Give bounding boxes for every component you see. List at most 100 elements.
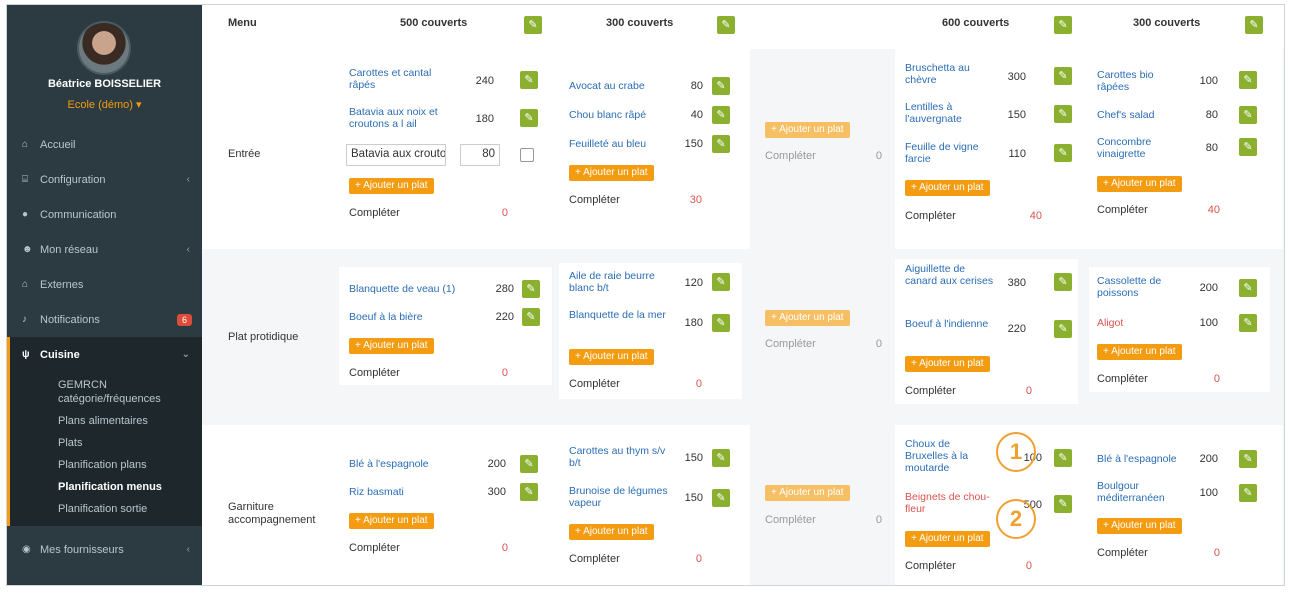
add-dish-button[interactable]: + Ajouter un plat: [349, 338, 434, 354]
edit-dish-button[interactable]: ✎: [522, 280, 540, 298]
edit-dish-button[interactable]: ✎: [712, 77, 730, 95]
dish-name-input[interactable]: Batavia aux croutons: [346, 144, 446, 166]
edit-dish-button[interactable]: ✎: [712, 314, 730, 332]
sub-item-planification-plans[interactable]: Planification plans: [58, 459, 147, 471]
edit-dish-button[interactable]: ✎: [1054, 105, 1072, 123]
edit-dish-button[interactable]: ✎: [1054, 67, 1072, 85]
dish-link[interactable]: Blanquette de la mer: [569, 309, 666, 321]
edit-dish-button[interactable]: ✎: [1239, 138, 1257, 156]
dish-qty: 300: [487, 486, 506, 498]
dish-link[interactable]: Cassolette de poissons: [1097, 275, 1162, 299]
dish-link[interactable]: Carottes et cantal râpés: [349, 67, 432, 91]
edit-dish-button[interactable]: ✎: [1239, 484, 1257, 502]
avatar[interactable]: [77, 21, 131, 75]
dish-link[interactable]: Feuilleté au bleu: [569, 138, 647, 150]
add-dish-button[interactable]: + Ajouter un plat: [905, 180, 990, 196]
sidebar-item-fournisseurs[interactable]: ◉ Mes fournisseurs ‹: [22, 543, 190, 556]
edit-dish-button[interactable]: ✎: [520, 71, 538, 89]
edit-couverts-4-button[interactable]: ✎: [1054, 16, 1072, 34]
dish-link[interactable]: Batavia aux noix et croutons a l ail: [349, 106, 438, 130]
sidebar-item-reseau[interactable]: ☻ Mon réseau ‹: [22, 243, 190, 256]
dish-link[interactable]: Avocat au crabe: [569, 80, 645, 92]
sub-item-planification-menus[interactable]: Planification menus: [58, 481, 162, 493]
edit-couverts-1-button[interactable]: ✎: [524, 16, 542, 34]
add-dish-button[interactable]: + Ajouter un plat: [349, 513, 434, 529]
dish-link[interactable]: Blé à l'espagnole: [1097, 453, 1177, 465]
sidebar: Béatrice BOISSELIER Ecole (démo) ▾ ⌂ Accu…: [7, 5, 202, 585]
edit-dish-button[interactable]: ✎: [712, 489, 730, 507]
dish-link[interactable]: Riz basmati: [349, 486, 404, 498]
dish-link[interactable]: Lentilles à l'auvergnate: [905, 101, 962, 125]
add-dish-button[interactable]: + Ajouter un plat: [1097, 344, 1182, 360]
edit-dish-button[interactable]: ✎: [1239, 106, 1257, 124]
edit-dish-button[interactable]: ✎: [1054, 144, 1072, 162]
dish-link[interactable]: Aiguillette de canard aux cerises: [905, 263, 994, 287]
add-dish-button[interactable]: + Ajouter un plat: [1097, 176, 1182, 192]
edit-dish-button[interactable]: ✎: [520, 109, 538, 127]
dish-link[interactable]: Choux de Bruxelles à la moutarde: [905, 438, 969, 474]
add-dish-button[interactable]: + Ajouter un plat: [569, 349, 654, 365]
dish-link[interactable]: Carottes au thym s/v b/t: [569, 445, 666, 469]
add-dish-button[interactable]: + Ajouter un plat: [905, 356, 990, 372]
header-row: [202, 5, 1284, 49]
sidebar-item-configuration[interactable]: ⌸ Configuration ‹: [22, 173, 190, 186]
home-icon: ⌂: [22, 139, 29, 150]
dish-link[interactable]: Boeuf à l'indienne: [905, 318, 989, 330]
edit-dish-button[interactable]: ✎: [712, 273, 730, 291]
sidebar-item-notifications[interactable]: ♪ Notifications 6: [7, 302, 202, 337]
dish-link[interactable]: Concombre vinaigrette: [1097, 136, 1152, 160]
add-dish-button[interactable]: + Ajouter un plat: [569, 165, 654, 181]
complete-value: 0: [695, 378, 702, 390]
dish-link[interactable]: Chou blanc râpé: [569, 109, 647, 121]
dish-link[interactable]: Boeuf à la bière: [349, 311, 423, 323]
edit-dish-button[interactable]: ✎: [1054, 273, 1072, 291]
sub-item-gemrcn[interactable]: GEMRCN catégorie/fréquences: [58, 379, 161, 405]
edit-dish-button[interactable]: ✎: [1054, 320, 1072, 338]
edit-dish-button[interactable]: ✎: [522, 308, 540, 326]
add-dish-button[interactable]: + Ajouter un plat: [349, 178, 434, 194]
dish-link[interactable]: Chef's salad: [1097, 109, 1155, 121]
dish-qty: 200: [487, 458, 506, 470]
dish-qty-input[interactable]: 80: [460, 144, 500, 166]
dish-link[interactable]: Carottes bio râpées: [1097, 69, 1154, 93]
sub-item-plats[interactable]: Plats: [58, 437, 83, 449]
edit-dish-button[interactable]: ✎: [1239, 71, 1257, 89]
dish-link[interactable]: Bruschetta au chèvre: [905, 62, 970, 86]
sidebar-item-cuisine[interactable]: ψ Cuisine ⌄: [7, 337, 202, 372]
complete-value: 0: [1025, 560, 1032, 572]
edit-dish-button[interactable]: ✎: [520, 483, 538, 501]
add-dish-button[interactable]: + Ajouter un plat: [765, 310, 850, 326]
dish-link[interactable]: Blanquette de veau (1): [349, 283, 456, 295]
add-dish-button[interactable]: + Ajouter un plat: [765, 485, 850, 501]
sidebar-item-accueil[interactable]: ⌂ Accueil: [22, 138, 76, 151]
edit-dish-button[interactable]: ✎: [1239, 450, 1257, 468]
dish-link[interactable]: Boulgour méditerranéen: [1097, 480, 1165, 504]
dish-link[interactable]: Aligot: [1097, 317, 1124, 329]
edit-dish-button[interactable]: ✎: [520, 455, 538, 473]
edit-dish-button[interactable]: ✎: [1239, 314, 1257, 332]
edit-couverts-5-button[interactable]: ✎: [1245, 16, 1263, 34]
edit-couverts-2-button[interactable]: ✎: [717, 16, 735, 34]
sidebar-item-communication[interactable]: ● Communication: [22, 208, 117, 221]
edit-dish-button[interactable]: ✎: [712, 135, 730, 153]
garniture-row-bg: [202, 425, 750, 585]
dish-link[interactable]: Brunoise de légumes vapeur: [569, 485, 668, 509]
sidebar-item-externes[interactable]: ⌂ Externes: [22, 278, 84, 291]
dish-link[interactable]: Feuille de vigne farcie: [905, 141, 979, 165]
dish-checkbox[interactable]: [520, 148, 534, 162]
sub-item-planification-sortie[interactable]: Planification sortie: [58, 503, 148, 515]
dish-link[interactable]: Aile de raie beurre blanc b/t: [569, 270, 655, 294]
add-dish-button[interactable]: + Ajouter un plat: [1097, 518, 1182, 534]
edit-dish-button[interactable]: ✎: [1054, 449, 1072, 467]
edit-dish-button[interactable]: ✎: [1239, 279, 1257, 297]
org-selector[interactable]: Ecole (démo) ▾: [67, 99, 142, 111]
add-dish-button[interactable]: + Ajouter un plat: [905, 531, 990, 547]
edit-dish-button[interactable]: ✎: [712, 106, 730, 124]
add-dish-button[interactable]: + Ajouter un plat: [569, 524, 654, 540]
add-dish-button[interactable]: + Ajouter un plat: [765, 122, 850, 138]
dish-link[interactable]: Beignets de chou-fleur: [905, 491, 990, 515]
sub-item-plans-alimentaires[interactable]: Plans alimentaires: [58, 415, 148, 427]
dish-link[interactable]: Blé à l'espagnole: [349, 458, 429, 470]
edit-dish-button[interactable]: ✎: [1054, 495, 1072, 513]
edit-dish-button[interactable]: ✎: [712, 449, 730, 467]
